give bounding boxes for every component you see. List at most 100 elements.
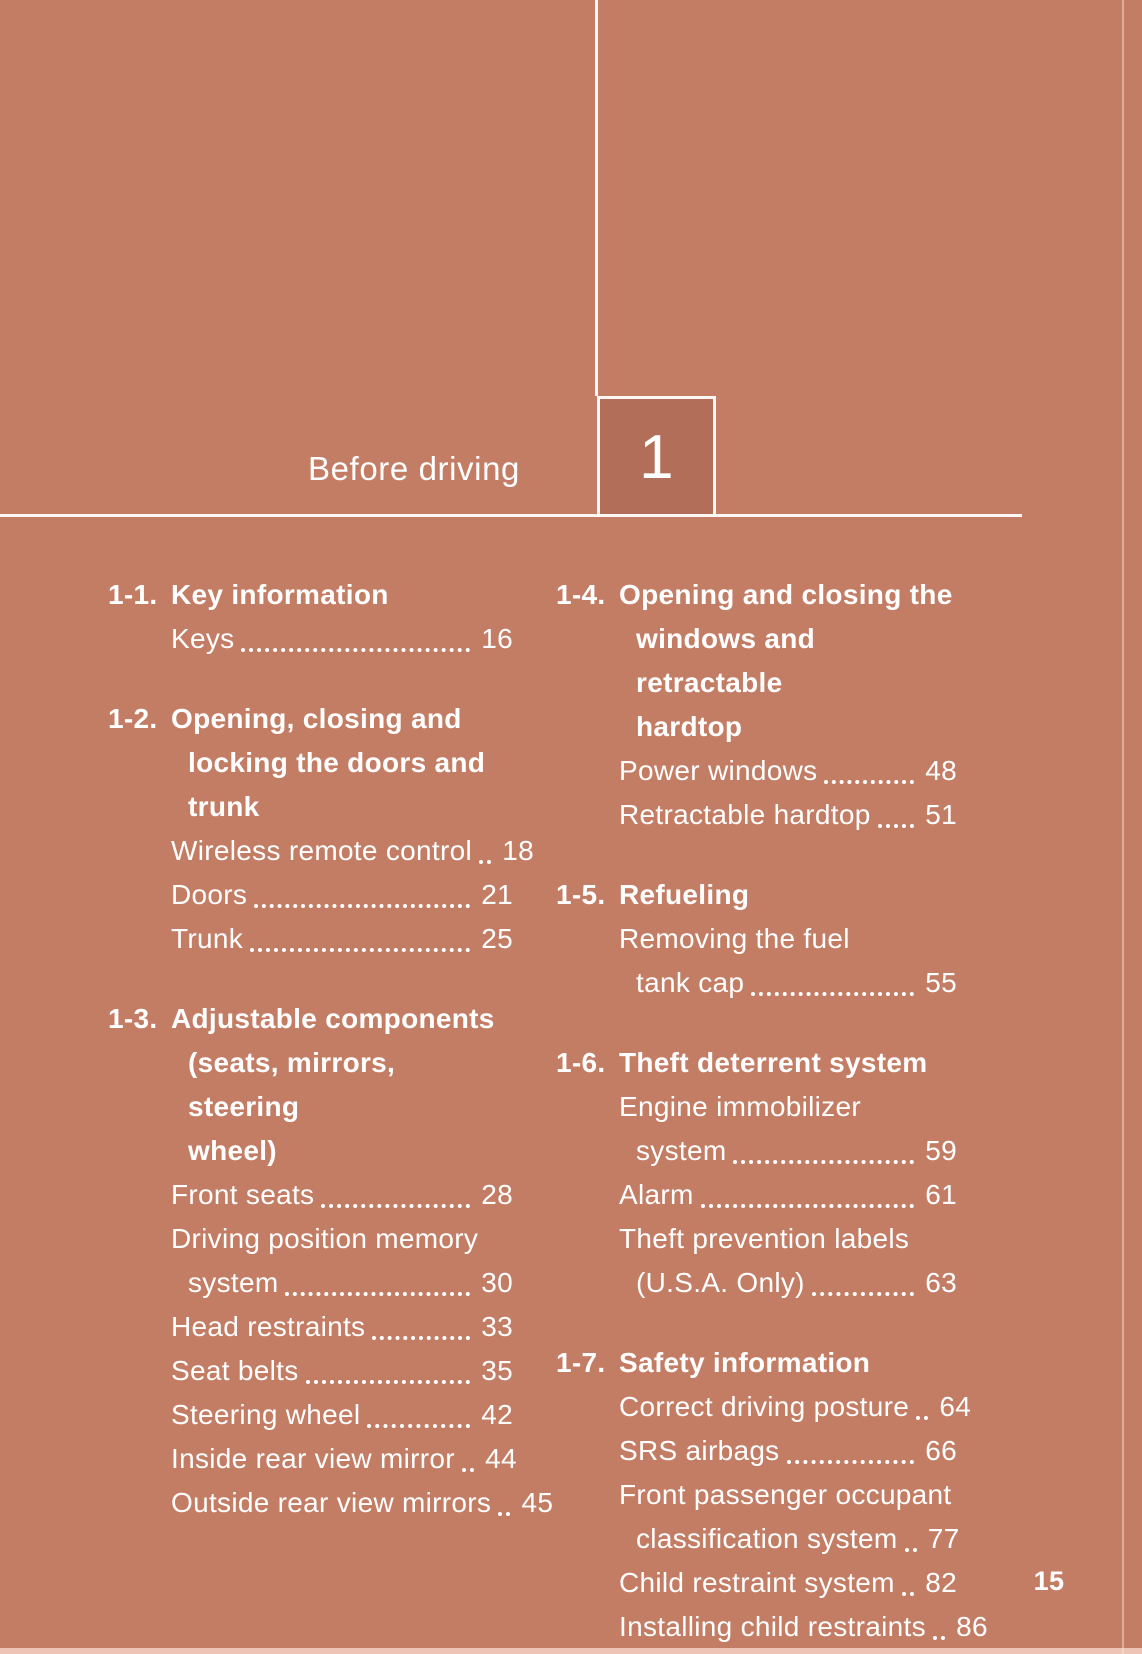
toc-entry-page: 55 [925,967,957,998]
toc-entry-label: Installing child restraints [619,1611,926,1642]
dotted-leader [733,1160,914,1164]
section-title: Safety information [619,1347,871,1378]
dotted-leader [250,948,470,952]
toc-entry: (U.S.A. Only) 63 [619,1261,957,1305]
section-title: Refueling [619,879,750,910]
section-number: 1-3. [108,1003,158,1034]
dotted-leader [478,860,491,864]
toc-entry: Power windows 48 [619,749,957,793]
dotted-leader [751,992,914,996]
dotted-leader [877,824,914,828]
dotted-leader [367,1424,470,1428]
header-horizontal-rule [0,514,1022,517]
dotted-leader [372,1336,470,1340]
toc-entry-first-line: Engine immobilizer [619,1091,861,1122]
toc-entry-page: 86 [956,1611,988,1642]
dotted-leader [901,1592,914,1596]
toc-entry-label: system [636,1135,727,1166]
toc-entry-label: Steering wheel [171,1399,361,1430]
header-vertical-rule [595,0,598,396]
toc-entry: Front seats 28 [171,1173,513,1217]
toc-entry-page: 16 [481,623,513,654]
section-number: 1-2. [108,703,158,734]
toc-entry-page: 18 [502,835,534,866]
toc-entry: Doors 21 [171,873,513,917]
section-title: Key information [171,579,389,610]
toc-section: 1-6. Theft deterrent system Engine immob… [556,1041,957,1305]
toc-section-entries: Front seats 28 Driving position memory s… [108,1173,553,1525]
section-title: Theft deterrent system [619,1047,928,1078]
dotted-leader [824,780,914,784]
section-number: 1-7. [556,1347,606,1378]
toc-section-head: 1-5. Refueling [556,873,957,917]
toc-entry-label: Doors [171,879,248,910]
right-edge-rule [1122,0,1124,1654]
dotted-leader [285,1292,470,1296]
dotted-leader [916,1416,929,1420]
toc-entry-page: 42 [481,1399,513,1430]
toc-entry: Wireless remote control 18 [171,829,534,873]
toc-entry-first-line: Removing the fuel [619,923,850,954]
toc-column-left: 1-1. Key information Keys 16 1-2. Openin… [108,573,553,1525]
toc-entry: Child restraint system 82 [619,1561,957,1605]
toc-section: 1-7. Safety information Correct driving … [556,1341,988,1649]
dotted-leader [321,1204,470,1208]
toc-entry-label: Seat belts [171,1355,299,1386]
toc-entry: Outside rear view mirrors 45 [171,1481,553,1525]
toc-entry-page: 30 [481,1267,513,1298]
toc-entry-label: (U.S.A. Only) [636,1267,805,1298]
toc-entry-label: Inside rear view mirror [171,1443,455,1474]
toc-section: 1-1. Key information Keys 16 [108,573,513,661]
chapter-number-box: 1 [597,396,716,517]
toc-entry: classification system 77 [619,1517,960,1561]
toc-entry-label: Power windows [619,755,818,786]
section-number: 1-6. [556,1047,606,1078]
toc-entry: system 59 [619,1129,957,1173]
toc-entry-page: 61 [925,1179,957,1210]
section-title: Adjustable components (seats, mirrors, s… [171,1003,495,1166]
toc-section: 1-4. Opening and closing the windows and… [556,573,957,837]
toc-section-head: 1-6. Theft deterrent system [556,1041,957,1085]
toc-entry-label: Head restraints [171,1311,366,1342]
toc-entry-label: SRS airbags [619,1435,780,1466]
toc-section-entries: Correct driving posture 64 SRS airbags 6… [556,1385,988,1649]
page-bottom-edge [0,1648,1142,1654]
toc-entry-page: 59 [925,1135,957,1166]
toc-entry: Steering wheel 42 [171,1393,513,1437]
toc-entry-page: 44 [485,1443,517,1474]
toc-section-entries: Engine immobilizer system 59 Alarm 61 Th… [556,1085,957,1305]
toc-entry-label: classification system [636,1523,898,1554]
toc-entry-label: Child restraint system [619,1567,895,1598]
dotted-leader [254,904,470,908]
chapter-title: Before driving [307,450,520,487]
toc-entry: Trunk 25 [171,917,513,961]
toc-entry-first-line: Theft prevention labels [619,1223,910,1254]
toc-entry-page: 35 [481,1355,513,1386]
toc-entry-page: 33 [481,1311,513,1342]
section-number: 1-5. [556,879,606,910]
toc-section-entries: Wireless remote control 18 Doors 21 Trun… [108,829,534,961]
toc-entry-label: tank cap [636,967,745,998]
toc-section: 1-5. Refueling Removing the fuel tank ca… [556,873,957,1005]
section-title: Opening and closing the windows and retr… [619,579,953,742]
toc-entry-page: 82 [925,1567,957,1598]
toc-entry: Head restraints 33 [171,1305,513,1349]
toc-entry-label: Correct driving posture [619,1391,910,1422]
toc-entry-page: 21 [481,879,513,910]
toc-entry: Installing child restraints 86 [619,1605,988,1649]
toc-section-head: 1-3. Adjustable components (seats, mirro… [108,997,513,1173]
toc-section-entries: Removing the fuel tank cap 55 [556,917,957,1005]
toc-entry: Alarm 61 [619,1173,957,1217]
toc-section: 1-2. Opening, closing and locking the do… [108,697,534,961]
dotted-leader [811,1292,914,1296]
toc-entry-page: 77 [927,1523,960,1554]
toc-entry: tank cap 55 [619,961,957,1005]
section-number: 1-1. [108,579,158,610]
toc-entry-page: 28 [481,1179,513,1210]
dotted-leader [904,1548,917,1552]
toc-section-head: 1-7. Safety information [556,1341,957,1385]
toc-entry-page: 48 [925,755,957,786]
toc-entry-page: 64 [939,1391,972,1422]
toc-entry: Correct driving posture 64 [619,1385,971,1429]
